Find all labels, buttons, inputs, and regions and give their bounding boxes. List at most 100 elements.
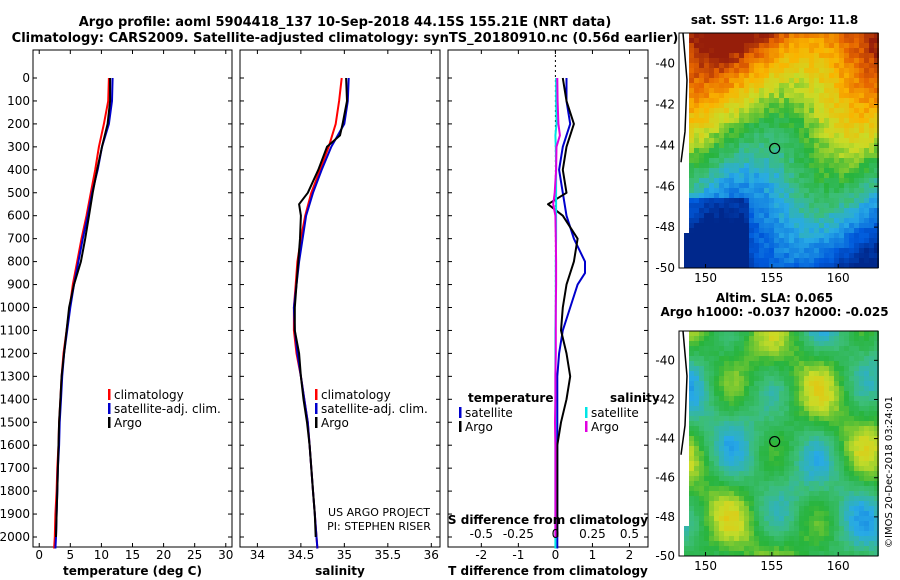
map-cell bbox=[699, 148, 704, 153]
map-cell bbox=[729, 386, 734, 391]
map-cell bbox=[749, 98, 754, 103]
map-cell bbox=[864, 466, 869, 471]
map-cell bbox=[854, 351, 859, 356]
map-cell bbox=[849, 516, 854, 521]
map-cell bbox=[724, 228, 729, 233]
map-cell bbox=[749, 263, 754, 268]
map-cell bbox=[864, 103, 869, 108]
map-cell bbox=[724, 68, 729, 73]
map-cell bbox=[854, 188, 859, 193]
map-cell bbox=[869, 441, 874, 446]
land-cell bbox=[684, 431, 689, 436]
map-cell bbox=[794, 336, 799, 341]
map-cell bbox=[729, 143, 734, 148]
map-cell bbox=[819, 153, 824, 158]
map-cell bbox=[834, 441, 839, 446]
y-tick-label: -42 bbox=[655, 98, 675, 112]
map-cell bbox=[809, 123, 814, 128]
map-cell bbox=[844, 163, 849, 168]
map-cell bbox=[779, 451, 784, 456]
map-cell bbox=[734, 123, 739, 128]
map-cell bbox=[749, 366, 754, 371]
map-cell bbox=[699, 123, 704, 128]
map-cell bbox=[844, 263, 849, 268]
map-cell bbox=[834, 426, 839, 431]
map-cell bbox=[869, 173, 874, 178]
map-cell bbox=[774, 113, 779, 118]
map-cell bbox=[689, 461, 694, 466]
map-cell bbox=[814, 188, 819, 193]
map-cell bbox=[804, 536, 809, 541]
map-cell bbox=[794, 501, 799, 506]
map-cell bbox=[744, 456, 749, 461]
map-cell bbox=[729, 38, 734, 43]
map-cell bbox=[684, 546, 689, 551]
land-cell bbox=[679, 361, 684, 366]
map-cell bbox=[729, 431, 734, 436]
map-cell bbox=[794, 133, 799, 138]
x-axis-label: salinity bbox=[315, 564, 365, 578]
map-cell bbox=[834, 526, 839, 531]
land-cell bbox=[679, 536, 684, 541]
land-cell bbox=[679, 491, 684, 496]
land-cell bbox=[679, 471, 684, 476]
map-cell bbox=[854, 436, 859, 441]
map-cell bbox=[839, 88, 844, 93]
map-cell bbox=[759, 501, 764, 506]
map-cell bbox=[689, 446, 694, 451]
map-cell bbox=[784, 233, 789, 238]
map-cell bbox=[789, 541, 794, 546]
map-cell bbox=[784, 68, 789, 73]
map-cell bbox=[749, 58, 754, 63]
land-cell bbox=[684, 173, 689, 178]
map-cell bbox=[849, 511, 854, 516]
map-cell bbox=[824, 73, 829, 78]
map-cell bbox=[834, 411, 839, 416]
map-cell bbox=[804, 396, 809, 401]
map-cell bbox=[874, 83, 879, 88]
map-cell bbox=[824, 158, 829, 163]
map-cell bbox=[834, 108, 839, 113]
map-cell bbox=[729, 53, 734, 58]
map-cell bbox=[839, 168, 844, 173]
map-cell bbox=[719, 401, 724, 406]
x-tick-label: 35.5 bbox=[374, 548, 401, 562]
land-cell bbox=[684, 43, 689, 48]
land-cell bbox=[679, 188, 684, 193]
map-cell bbox=[724, 511, 729, 516]
map-cell bbox=[834, 188, 839, 193]
map-cell bbox=[819, 243, 824, 248]
map-cell bbox=[779, 208, 784, 213]
map-cell bbox=[729, 263, 734, 268]
land-cell bbox=[684, 138, 689, 143]
map-cell bbox=[794, 208, 799, 213]
map-cell bbox=[719, 481, 724, 486]
map-cell bbox=[814, 346, 819, 351]
map-cell bbox=[819, 113, 824, 118]
map-cell bbox=[779, 68, 784, 73]
map-cell bbox=[829, 501, 834, 506]
map-cell bbox=[864, 511, 869, 516]
map-cell bbox=[709, 243, 714, 248]
map-cell bbox=[774, 123, 779, 128]
map-cell bbox=[784, 461, 789, 466]
map-cell bbox=[874, 38, 879, 43]
map-cell bbox=[724, 193, 729, 198]
map-cell bbox=[684, 526, 689, 531]
profile-location-marker bbox=[769, 142, 781, 155]
map-cell bbox=[819, 208, 824, 213]
map-cell bbox=[799, 38, 804, 43]
map-cell bbox=[849, 53, 854, 58]
map-cell bbox=[869, 233, 874, 238]
map-cell bbox=[704, 471, 709, 476]
map-cell bbox=[799, 158, 804, 163]
map-cell bbox=[844, 531, 849, 536]
map-cell bbox=[839, 401, 844, 406]
map-cell bbox=[749, 401, 754, 406]
map-cell bbox=[724, 118, 729, 123]
map-cell bbox=[814, 228, 819, 233]
map-cell bbox=[834, 501, 839, 506]
map-cell bbox=[754, 371, 759, 376]
map-cell bbox=[859, 48, 864, 53]
map-cell bbox=[859, 381, 864, 386]
